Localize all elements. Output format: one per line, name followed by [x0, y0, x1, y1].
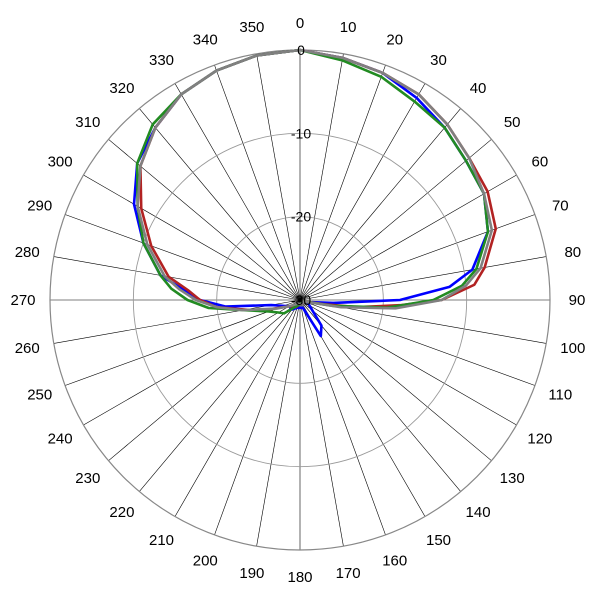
- spoke-line: [108, 299, 301, 461]
- spoke-line: [299, 53, 344, 301]
- angle-tick-label: 290: [27, 197, 52, 214]
- angle-tick-label: 80: [564, 244, 581, 261]
- spoke-line: [53, 299, 301, 344]
- angle-tick-label: 160: [382, 552, 407, 569]
- ring-circle: [132, 132, 468, 468]
- spoke-line: [256, 299, 301, 547]
- angle-tick-label: 20: [386, 32, 403, 49]
- spoke-line: [299, 299, 536, 386]
- angle-tick-label: 110: [548, 387, 572, 404]
- spoke-line: [139, 299, 301, 492]
- spoke-line: [299, 139, 492, 301]
- radial-tick-label: 0: [297, 42, 305, 58]
- polar-grid: [49, 49, 551, 551]
- angle-tick-label: 150: [426, 532, 451, 549]
- radial-tick-label: -20: [291, 209, 311, 225]
- angle-tick-label: 50: [504, 114, 521, 131]
- spoke-line: [299, 83, 426, 301]
- series-line: [135, 48, 490, 315]
- spoke-line: [174, 83, 301, 301]
- angle-tick-label: 280: [15, 244, 40, 261]
- angle-tick-label: 190: [239, 565, 264, 582]
- angle-tick-label: 260: [15, 340, 40, 357]
- angle-tick-label: 130: [500, 470, 525, 487]
- radial-tick-label: -10: [291, 125, 311, 141]
- spoke-line: [299, 299, 517, 426]
- angle-tick-label: 40: [470, 80, 487, 97]
- angle-tick-label: 120: [527, 431, 552, 448]
- angle-tick-label: 100: [560, 340, 585, 357]
- spoke-line: [299, 299, 344, 547]
- spoke-line: [299, 64, 386, 301]
- angle-tick-label: 310: [75, 114, 100, 131]
- spoke-line: [299, 299, 386, 536]
- angle-tick-label: 70: [552, 197, 569, 214]
- spoke-line: [299, 299, 492, 461]
- spoke-line: [299, 174, 517, 301]
- angle-tick-label: 90: [569, 292, 586, 309]
- spoke-line: [174, 299, 301, 517]
- spoke-line: [83, 299, 301, 426]
- angle-tick-label: 0: [296, 15, 304, 32]
- spoke-line: [214, 64, 301, 301]
- spoke-line: [139, 108, 301, 301]
- angle-tick-label: 210: [149, 532, 174, 549]
- spoke-line: [53, 256, 301, 301]
- angle-tick-label: 220: [109, 504, 134, 521]
- angle-tick-label: 200: [193, 552, 218, 569]
- angle-tick-label: 320: [109, 80, 134, 97]
- angle-tick-label: 170: [336, 565, 361, 582]
- label-group: 0 10 20 30 40 50 60 70 80 90 100 110 120 130 140 150 160…: [10, 15, 585, 586]
- radial-tick-label: -30: [291, 292, 311, 308]
- spoke-line: [64, 214, 301, 301]
- spoke-line: [299, 108, 461, 301]
- angle-tick-label: 340: [193, 32, 218, 49]
- series-line: [136, 48, 494, 312]
- spoke-line: [214, 299, 301, 536]
- angle-tick-label: 240: [48, 431, 73, 448]
- angle-tick-label: 330: [149, 52, 174, 69]
- spoke-line: [299, 214, 536, 301]
- spoke-line: [83, 174, 301, 301]
- angle-tick-label: 270: [10, 292, 35, 309]
- series-group: [132, 48, 498, 338]
- angle-tick-label: 300: [48, 154, 73, 171]
- angle-tick-label: 140: [466, 504, 491, 521]
- angle-tick-label: 60: [532, 154, 549, 171]
- angle-tick-label: 250: [27, 387, 52, 404]
- spoke-line: [64, 299, 301, 386]
- angle-tick-label: 180: [287, 569, 312, 586]
- angle-tick-label: 30: [430, 52, 447, 69]
- angle-tick-label: 230: [75, 470, 100, 487]
- spoke-line: [256, 53, 301, 301]
- spoke-line: [299, 256, 547, 301]
- angle-tick-label: 350: [239, 19, 264, 36]
- angle-tick-label: 10: [340, 19, 357, 36]
- spoke-line: [299, 299, 461, 492]
